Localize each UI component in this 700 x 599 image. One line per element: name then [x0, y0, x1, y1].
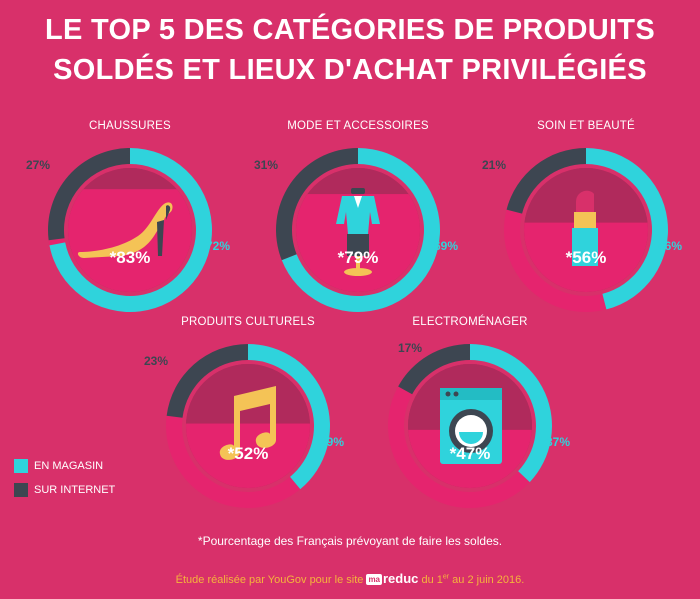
high-heel-icon	[77, 202, 173, 258]
title-line-2: SOLDÉS ET LIEUX D'ACHAT PRIVILÉGIÉS	[53, 54, 647, 86]
page-title: LE TOP 5 DES CATÉGORIES DE PRODUITS SOLD…	[0, 10, 700, 90]
source-note: Étude réalisée par YouGov pour le site m…	[0, 571, 700, 586]
source-date-end: au 2 juin 2016.	[449, 574, 525, 586]
donut-svg	[388, 344, 552, 508]
donut-svg	[166, 344, 330, 508]
title-line-1: LE TOP 5 DES CATÉGORIES DE PRODUITS	[45, 14, 655, 46]
web-percentage: 21%	[482, 158, 507, 172]
donut-chart-chaussures: CHAUSSURES *83% 72% 27%	[26, 120, 230, 312]
web-percentage: 27%	[26, 158, 51, 172]
ring-segment-remaining	[48, 238, 66, 246]
donut-svg	[504, 148, 668, 312]
ring-segment-en-magasin	[248, 344, 330, 490]
store-percentage: 37%	[546, 435, 571, 449]
category-label: ELECTROMÉNAGER	[412, 316, 528, 328]
washing-machine-icon	[440, 388, 502, 464]
donut-svg	[48, 148, 212, 312]
donut-chart-culture: PRODUITS CULTURELS *52% 39% 23%	[144, 316, 344, 508]
footnote: *Pourcentage des Français prévoyant de f…	[197, 534, 503, 548]
store-percentage: 72%	[206, 239, 231, 253]
store-percentage: 69%	[434, 239, 459, 253]
store-percentage: 39%	[320, 435, 345, 449]
source-date-sup: er	[442, 573, 450, 581]
legend: EN MAGASIN SUR INTERNET	[14, 458, 115, 506]
category-label: PRODUITS CULTURELS	[181, 316, 315, 328]
ring-segment-remaining	[388, 386, 530, 508]
web-percentage: 23%	[144, 354, 169, 368]
ring-segment-remaining	[166, 415, 301, 508]
main-percentage: *56%	[565, 248, 607, 267]
brand-logo: reduc	[383, 571, 419, 586]
legend-item-en-magasin: EN MAGASIN	[14, 458, 115, 476]
donut-chart-mode: MODE ET ACCESSOIRES *79% 69% 31%	[254, 120, 458, 312]
web-percentage: 17%	[398, 341, 423, 355]
inner-fill-level	[68, 189, 192, 292]
ring-segment-sur-internet	[48, 148, 130, 241]
lipstick-icon	[572, 190, 598, 266]
web-percentage: 31%	[254, 158, 279, 172]
category-label: SOIN ET BEAUTÉ	[537, 120, 635, 132]
ring-segment-sur-internet	[398, 344, 470, 395]
main-percentage: *52%	[227, 444, 269, 463]
main-percentage: *83%	[109, 248, 151, 267]
legend-swatch	[14, 459, 28, 474]
category-label: MODE ET ACCESSOIRES	[287, 120, 429, 132]
main-percentage: *47%	[449, 444, 491, 463]
mannequin-icon	[336, 188, 380, 276]
brand-logo-badge: ma	[366, 574, 382, 585]
legend-label: SUR INTERNET	[34, 484, 116, 496]
ring-segment-remaining	[504, 209, 607, 312]
source-date: du 1	[418, 574, 443, 586]
main-percentage: *79%	[337, 248, 379, 267]
ring-segment-sur-internet	[166, 344, 248, 418]
ring-segment-sur-internet	[506, 148, 586, 214]
legend-item-sur-internet: SUR INTERNET	[14, 482, 115, 500]
store-percentage: 46%	[658, 239, 683, 253]
donut-svg	[276, 148, 440, 312]
legend-swatch	[14, 483, 28, 498]
legend-label: EN MAGASIN	[34, 460, 104, 472]
category-label: CHAUSSURES	[89, 120, 171, 132]
ring-segment-sur-internet	[276, 148, 358, 261]
donut-chart-electromenager: ELECTROMÉNAGER *47% 37% 17%	[380, 316, 570, 508]
music-note-icon	[219, 386, 276, 460]
source-text: Étude réalisée par YouGov pour le site	[175, 574, 367, 586]
ring-segment-en-magasin	[470, 344, 552, 483]
donut-chart-soin: SOIN ET BEAUTÉ *56% 46% 21%	[482, 120, 682, 312]
ring-segment-en-magasin	[586, 148, 668, 310]
